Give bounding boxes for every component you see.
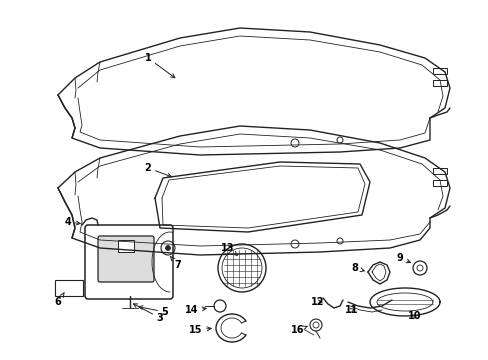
Text: 12: 12 — [311, 297, 324, 307]
Text: 14: 14 — [185, 305, 206, 315]
Text: 4: 4 — [64, 217, 80, 227]
Bar — [432, 68, 446, 74]
Text: 7: 7 — [170, 257, 181, 270]
Text: 16: 16 — [291, 325, 307, 335]
FancyBboxPatch shape — [98, 236, 154, 282]
Text: 1: 1 — [144, 53, 175, 78]
Text: 11: 11 — [345, 305, 358, 315]
FancyBboxPatch shape — [85, 225, 173, 299]
Text: 15: 15 — [189, 325, 211, 335]
Text: 8: 8 — [351, 263, 364, 273]
Text: 3: 3 — [133, 304, 163, 323]
Bar — [118, 240, 134, 252]
Bar — [55, 280, 83, 296]
Circle shape — [165, 246, 170, 251]
Text: 6: 6 — [55, 293, 64, 307]
Bar — [432, 180, 446, 186]
Text: 2: 2 — [144, 163, 171, 177]
Bar — [432, 80, 446, 86]
Text: 13: 13 — [221, 243, 237, 256]
Bar — [432, 168, 446, 174]
Text: 10: 10 — [407, 311, 421, 321]
Text: 9: 9 — [396, 253, 409, 263]
Text: 5: 5 — [139, 306, 168, 317]
